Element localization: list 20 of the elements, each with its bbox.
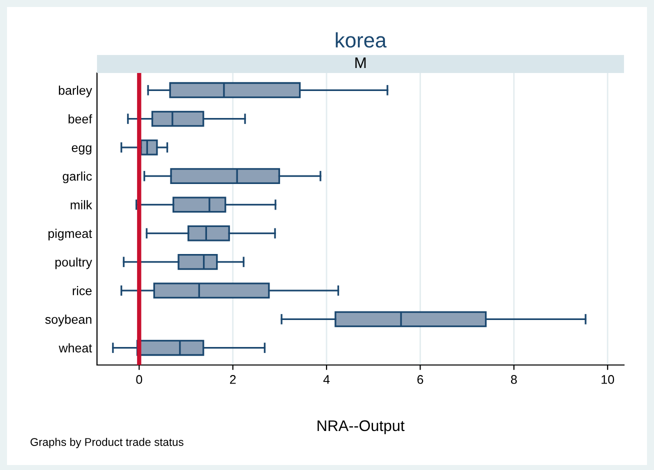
- x-tick-label: 2: [230, 375, 236, 384]
- chart-title: korea: [336, 32, 387, 48]
- y-tick-label: rice: [72, 286, 92, 296]
- y-tick-label: milk: [70, 200, 92, 210]
- chart-subtitle: M: [355, 57, 366, 68]
- y-tick-label: barley: [58, 86, 92, 98]
- y-tick-label: poultry: [55, 257, 92, 270]
- y-tick-label: pigmeat: [48, 228, 92, 240]
- y-tick-label: wheat: [58, 343, 92, 352]
- text: Graphs by Product trade status: [30, 438, 184, 448]
- x-tick-label: 10: [602, 375, 614, 384]
- x-tick-label: 4: [323, 375, 330, 384]
- y-tick-label: soybean: [45, 314, 92, 326]
- x-tick-label: 8: [510, 375, 517, 384]
- x-tick-label: 0: [136, 375, 142, 384]
- y-tick-label: beef: [68, 114, 92, 124]
- x-axis-title: NRA--Output: [318, 420, 405, 434]
- x-tick-label: 6: [417, 375, 424, 384]
- y-tick-label: garlic: [62, 172, 92, 184]
- y-tick-label: egg: [72, 145, 92, 155]
